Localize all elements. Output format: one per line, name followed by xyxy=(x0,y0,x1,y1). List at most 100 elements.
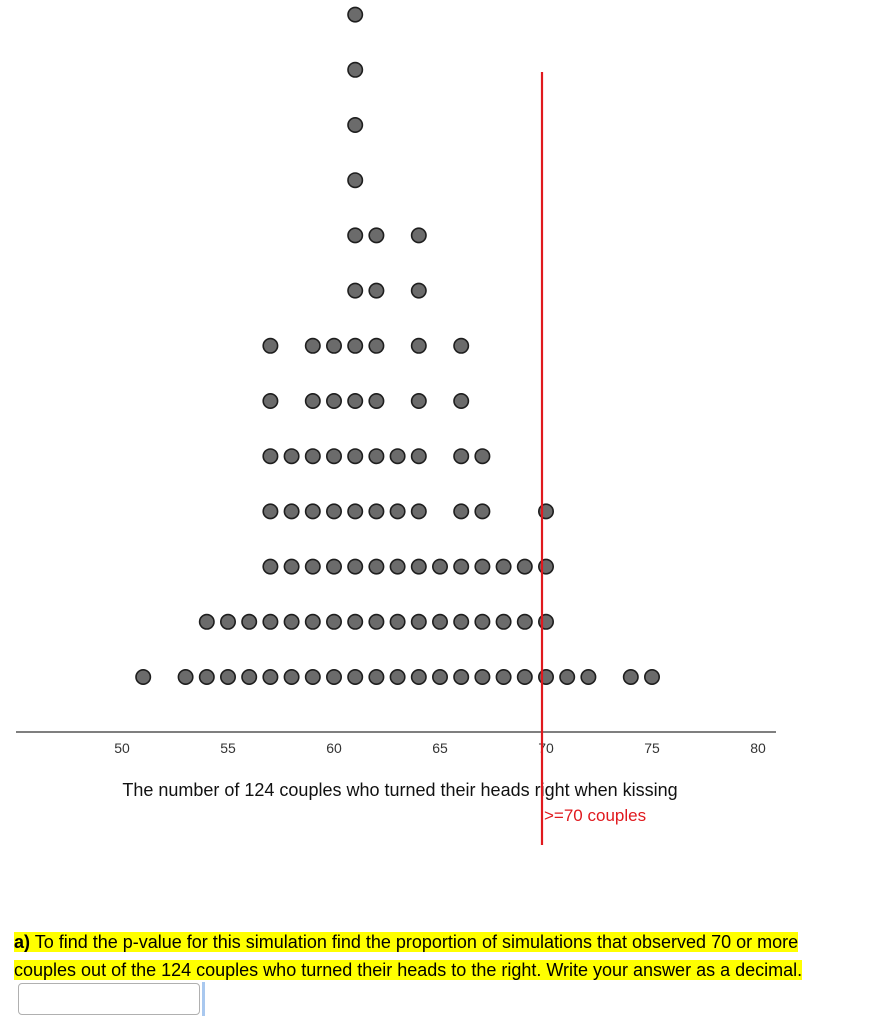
dot-67-4 xyxy=(474,503,491,520)
dot-plot: 50 55 60 65 70 75 80 The number of 124 couples… xyxy=(16,6,776,845)
x-tick-label-75: 75 xyxy=(644,740,660,756)
dot-60-3 xyxy=(325,558,342,575)
dot-69-2 xyxy=(516,613,533,630)
dot-58-5 xyxy=(283,448,300,465)
dot-59-5 xyxy=(304,448,321,465)
dot-57-5 xyxy=(262,448,279,465)
dot-66-6 xyxy=(453,392,470,409)
dot-61-8 xyxy=(347,282,364,299)
dot-54-1 xyxy=(198,668,215,685)
dot-61-1 xyxy=(347,668,364,685)
dot-64-5 xyxy=(410,448,427,465)
dot-55-2 xyxy=(220,613,237,630)
dot-65-1 xyxy=(431,668,448,685)
dot-59-2 xyxy=(304,613,321,630)
dot-69-3 xyxy=(516,558,533,575)
dot-62-6 xyxy=(368,392,385,409)
dot-68-2 xyxy=(495,613,512,630)
dot-56-2 xyxy=(241,613,258,630)
dot-58-3 xyxy=(283,558,300,575)
dot-68-3 xyxy=(495,558,512,575)
dot-66-3 xyxy=(453,558,470,575)
dot-60-6 xyxy=(325,392,342,409)
x-axis-ticks: 50 55 60 65 70 75 80 xyxy=(114,740,766,756)
dot-67-5 xyxy=(474,448,491,465)
dot-57-4 xyxy=(262,503,279,520)
x-tick-label-55: 55 xyxy=(220,740,236,756)
dot-61-10 xyxy=(347,172,364,189)
dot-64-6 xyxy=(410,392,427,409)
dot-62-8 xyxy=(368,282,385,299)
x-tick-label-80: 80 xyxy=(750,740,766,756)
dot-61-13 xyxy=(347,6,364,23)
dot-75-1 xyxy=(643,668,660,685)
dot-64-4 xyxy=(410,503,427,520)
dot-66-5 xyxy=(453,448,470,465)
question-body: To find the p-value for this simulation … xyxy=(14,932,803,980)
dot-59-6 xyxy=(304,392,321,409)
dot-58-4 xyxy=(283,503,300,520)
dot-65-2 xyxy=(431,613,448,630)
dot-62-2 xyxy=(368,613,385,630)
dot-61-7 xyxy=(347,337,364,354)
dots-layer xyxy=(135,6,660,685)
dot-61-2 xyxy=(347,613,364,630)
dot-63-1 xyxy=(389,668,406,685)
dot-57-7 xyxy=(262,337,279,354)
dot-63-4 xyxy=(389,503,406,520)
dot-66-7 xyxy=(453,337,470,354)
dot-59-1 xyxy=(304,668,321,685)
answer-input[interactable] xyxy=(18,983,200,1015)
dot-64-3 xyxy=(410,558,427,575)
dot-67-2 xyxy=(474,613,491,630)
dot-57-2 xyxy=(262,613,279,630)
dot-71-1 xyxy=(559,668,576,685)
dot-61-9 xyxy=(347,227,364,244)
dot-74-1 xyxy=(622,668,639,685)
x-tick-label-50: 50 xyxy=(114,740,130,756)
dot-57-6 xyxy=(262,392,279,409)
dot-53-1 xyxy=(177,668,194,685)
dot-65-3 xyxy=(431,558,448,575)
dot-62-9 xyxy=(368,227,385,244)
dot-51-1 xyxy=(135,668,152,685)
dot-62-5 xyxy=(368,448,385,465)
dot-66-2 xyxy=(453,613,470,630)
dot-68-1 xyxy=(495,668,512,685)
dot-66-4 xyxy=(453,503,470,520)
dot-64-2 xyxy=(410,613,427,630)
dot-59-7 xyxy=(304,337,321,354)
dot-58-1 xyxy=(283,668,300,685)
dot-61-5 xyxy=(347,448,364,465)
x-tick-label-60: 60 xyxy=(326,740,342,756)
dot-58-2 xyxy=(283,613,300,630)
dot-67-1 xyxy=(474,668,491,685)
dot-63-3 xyxy=(389,558,406,575)
text-cursor xyxy=(202,982,205,1016)
dot-67-3 xyxy=(474,558,491,575)
dot-57-1 xyxy=(262,668,279,685)
dot-56-1 xyxy=(241,668,258,685)
dot-60-2 xyxy=(325,613,342,630)
dot-60-7 xyxy=(325,337,342,354)
dot-55-1 xyxy=(220,668,237,685)
dot-62-4 xyxy=(368,503,385,520)
dot-59-3 xyxy=(304,558,321,575)
dot-61-3 xyxy=(347,558,364,575)
dot-64-9 xyxy=(410,227,427,244)
dot-64-7 xyxy=(410,337,427,354)
dot-62-3 xyxy=(368,558,385,575)
x-axis-label: The number of 124 couples who turned the… xyxy=(122,780,677,800)
dot-63-2 xyxy=(389,613,406,630)
dot-69-1 xyxy=(516,668,533,685)
dot-63-5 xyxy=(389,448,406,465)
dot-72-1 xyxy=(580,668,597,685)
dot-59-4 xyxy=(304,503,321,520)
dot-61-4 xyxy=(347,503,364,520)
dot-61-6 xyxy=(347,392,364,409)
dot-64-1 xyxy=(410,668,427,685)
dot-57-3 xyxy=(262,558,279,575)
question-text: a) To find the p-value for this simulati… xyxy=(14,928,844,1018)
dot-66-1 xyxy=(453,668,470,685)
cutoff-label: >=70 couples xyxy=(544,806,646,825)
